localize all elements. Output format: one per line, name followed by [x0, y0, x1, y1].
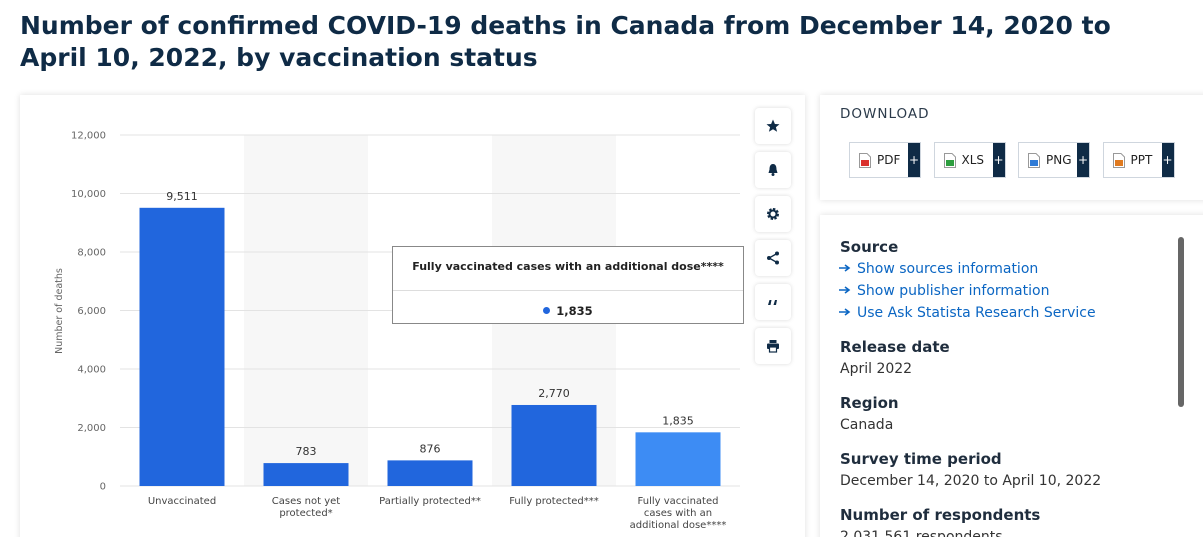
info-label: Release date	[840, 338, 950, 356]
download-add: +	[992, 143, 1005, 177]
value-label: 1,835	[662, 414, 694, 427]
info-value: December 14, 2020 to April 10, 2022	[840, 473, 1102, 489]
value-label: 2,770	[538, 387, 570, 400]
tooltip-title: Fully vaccinated cases with an additiona…	[412, 260, 724, 273]
value-label: 876	[420, 442, 441, 455]
info-label: Number of respondents	[840, 506, 1041, 524]
file-icon	[943, 153, 956, 168]
info-value: April 2022	[840, 361, 913, 377]
value-label: 783	[296, 445, 317, 458]
download-button[interactable]: XLS +	[933, 142, 1006, 178]
tooltip-dot	[543, 307, 551, 314]
download-label: PNG	[1046, 153, 1072, 167]
download-button[interactable]: PDF +	[849, 142, 921, 178]
file-icon	[1028, 153, 1040, 168]
x-tick-label: Fully protected***	[509, 496, 599, 507]
share-icon	[767, 251, 779, 265]
bar	[263, 463, 349, 486]
download-button[interactable]: PNG +	[1018, 142, 1090, 178]
info-link[interactable]: Show sources information	[839, 261, 1039, 277]
info-label: Survey time period	[840, 450, 1002, 468]
x-tick-label: Unvaccinated	[147, 496, 217, 507]
download-add: +	[908, 143, 920, 177]
bar	[387, 460, 473, 486]
info-label: Region	[840, 394, 899, 412]
y-tick-label: 2,000	[77, 423, 106, 434]
arrow-icon	[839, 286, 851, 294]
y-tick-label: 6,000	[77, 306, 106, 317]
y-tick-label: 8,000	[77, 248, 106, 259]
download-label: PDF	[877, 153, 901, 167]
star-icon	[766, 119, 780, 132]
y-tick-label: 10,000	[71, 189, 106, 200]
link-text[interactable]: Show sources information	[857, 261, 1039, 277]
y-tick-label: 12,000	[71, 131, 106, 142]
print-icon	[767, 340, 779, 353]
tooltip-divider	[393, 290, 743, 291]
file-icon	[859, 153, 871, 168]
download-label: XLS	[961, 153, 985, 167]
info-link[interactable]: Use Ask Statista Research Service	[839, 305, 1096, 321]
tool-star-button[interactable]	[755, 108, 791, 144]
tooltip: Fully vaccinated cases with an additiona…	[392, 246, 744, 324]
y-axis-title: Number of deaths	[54, 268, 65, 354]
scrollbar[interactable]	[1178, 237, 1184, 407]
info-value: 2,031,561 respondents	[840, 529, 1003, 537]
tool-share-button[interactable]	[755, 240, 791, 276]
y-tick-label: 4,000	[77, 365, 106, 376]
page-title: Number of confirmed COVID-19 deaths in C…	[20, 11, 1111, 72]
file-icon	[1112, 153, 1125, 168]
tool-bell-button[interactable]	[755, 152, 791, 188]
cite-icon	[768, 300, 777, 305]
bell-icon	[768, 164, 778, 176]
info-value: Canada	[840, 417, 894, 433]
download-add: +	[1161, 143, 1174, 177]
link-text[interactable]: Show publisher information	[857, 283, 1050, 299]
arrow-icon	[839, 308, 851, 316]
download-button[interactable]: PPT +	[1102, 142, 1175, 178]
settings-icon	[767, 208, 779, 220]
link-text[interactable]: Use Ask Statista Research Service	[857, 305, 1096, 321]
download-add: +	[1077, 143, 1089, 177]
tool-print-button[interactable]	[755, 328, 791, 364]
tooltip-value: 1,835	[556, 304, 593, 318]
download-heading: DOWNLOAD	[840, 106, 930, 122]
download-label: PPT	[1130, 153, 1153, 167]
arrow-icon	[839, 264, 851, 272]
bar	[511, 404, 597, 486]
x-tick-label: Cases not yet protected*	[271, 496, 341, 519]
info-panel	[820, 215, 1203, 537]
bar	[139, 207, 225, 486]
tool-settings-button[interactable]	[755, 196, 791, 232]
info-link[interactable]: Show publisher information	[839, 283, 1050, 299]
x-tick-label: Partially protected**	[379, 496, 481, 507]
bar	[635, 432, 721, 486]
value-label: 9,511	[166, 190, 198, 203]
x-tick-label: Fully vaccinated cases with an additiona…	[629, 496, 727, 531]
tooltip-row: 1,835	[393, 304, 743, 318]
y-tick-label: 0	[100, 482, 106, 493]
info-heading: Source	[840, 238, 899, 256]
tool-cite-button[interactable]	[755, 284, 791, 320]
